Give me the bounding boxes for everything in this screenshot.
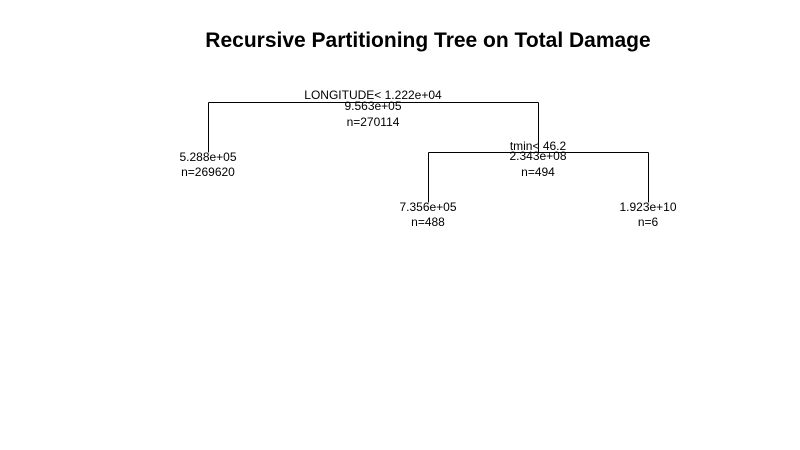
right-right-leaf-value-label: 1.923e+10 [619, 200, 676, 214]
right-left-leaf-node: 7.356e+05 n=488 [399, 200, 456, 229]
right-node-value-label: 2.343e+08 [509, 149, 566, 163]
left-leaf-count-label: n=269620 [181, 165, 235, 179]
root-count-label: n=270114 [347, 115, 400, 129]
right-node: tmin< 46.2 2.343e+08 n=494 [509, 139, 566, 179]
right-left-leaf-count-label: n=488 [411, 215, 445, 229]
right-left-leaf-value-label: 7.356e+05 [399, 200, 456, 214]
root-branches [208, 102, 539, 153]
root-value-label: 9.563e+05 [344, 99, 401, 113]
root-split-label: LONGITUDE< 1.222e+04 [304, 88, 442, 102]
left-leaf-node: 5.288e+05 n=269620 [179, 150, 236, 179]
right-right-leaf-node: 1.923e+10 n=6 [619, 200, 676, 229]
chart-title: Recursive Partitioning Tree on Total Dam… [205, 29, 650, 52]
right-node-branches [428, 152, 649, 203]
root-node: LONGITUDE< 1.222e+04 9.563e+05 n=270114 [304, 88, 442, 129]
left-leaf-value-label: 5.288e+05 [179, 150, 236, 164]
right-node-split-label: tmin< 46.2 [510, 139, 567, 153]
right-node-count-label: n=494 [521, 165, 555, 179]
right-right-leaf-count-label: n=6 [638, 215, 659, 229]
